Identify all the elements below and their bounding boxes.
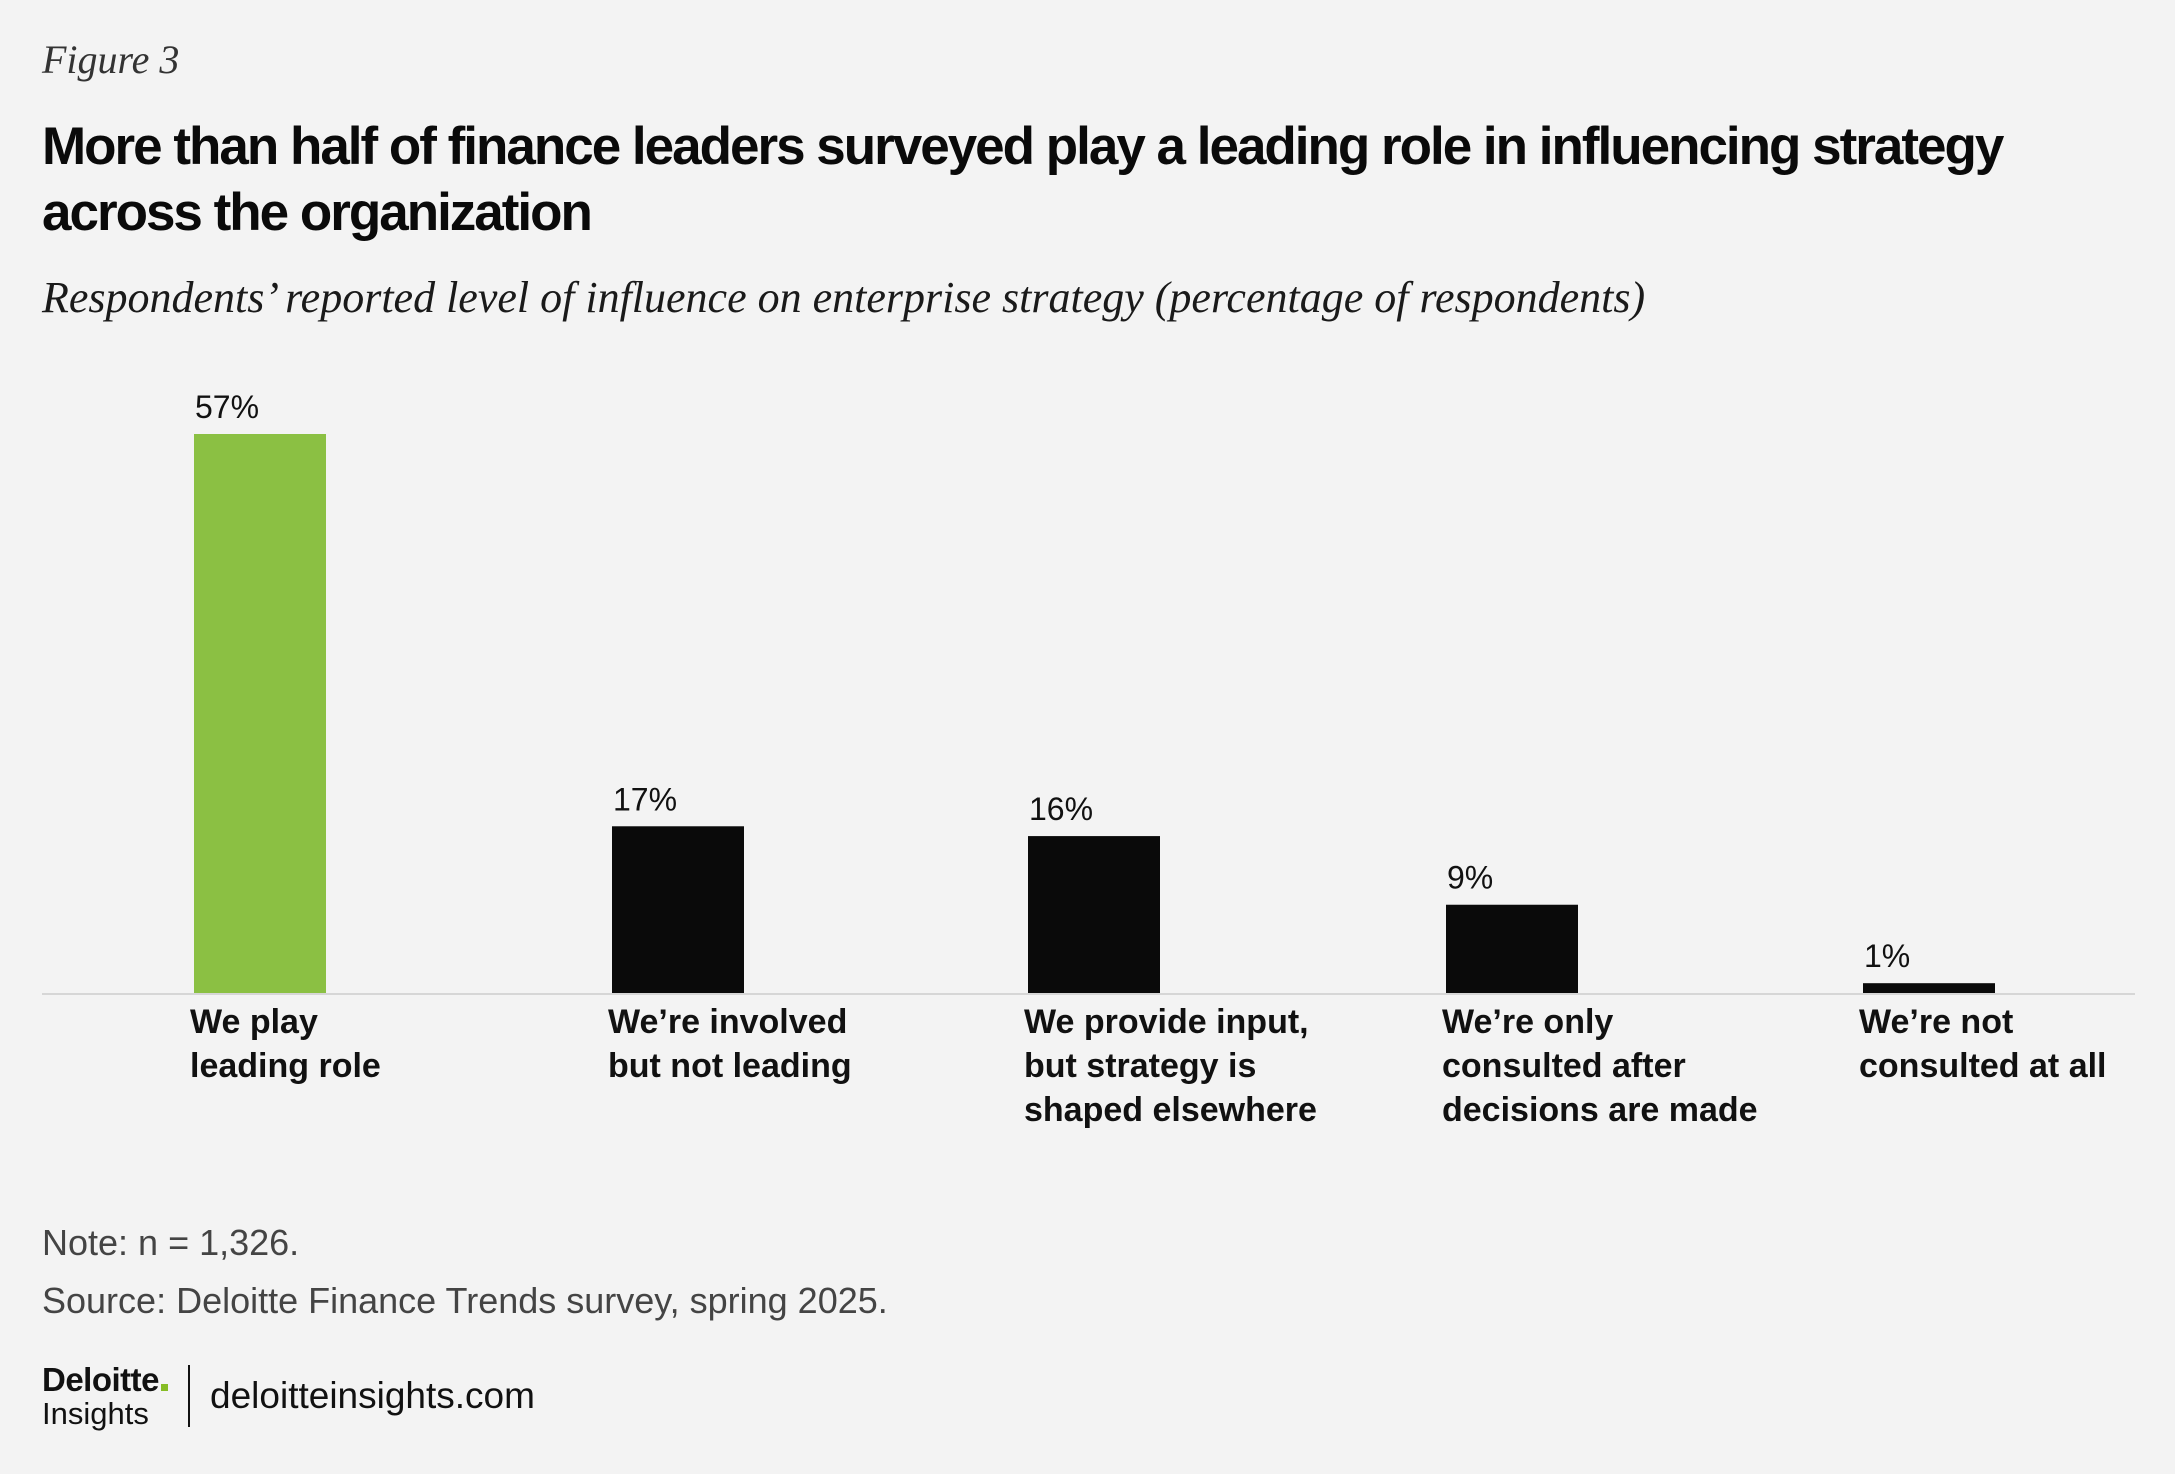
- bar-1: [194, 434, 326, 993]
- bar-value-label-3: 16%: [1029, 791, 1093, 827]
- category-label-2: We’re involved but not leading: [608, 1003, 852, 1085]
- footer: Deloitte Insights deloitteinsights.com: [42, 1360, 535, 1432]
- chart-title: More than half of finance leaders survey…: [42, 117, 2004, 242]
- logo-brand: Deloitte: [42, 1361, 160, 1398]
- bar-4: [1446, 904, 1578, 993]
- chart-source: Source: Deloitte Finance Trends survey, …: [42, 1280, 888, 1321]
- bar-3: [1028, 836, 1160, 993]
- category-label-line: but strategy is: [1024, 1047, 1256, 1085]
- category-label-line: decisions are made: [1442, 1091, 1758, 1129]
- category-label-1: We play leading role: [190, 1003, 381, 1085]
- category-label-line: We’re only: [1442, 1003, 1613, 1041]
- deloitte-insights-logo[interactable]: Deloitte Insights: [42, 1361, 169, 1431]
- logo-dot-icon: [161, 1384, 169, 1391]
- logo-subtitle: Insights: [42, 1396, 149, 1431]
- category-label-line: shaped elsewhere: [1024, 1091, 1317, 1129]
- category-label-4: We’re only consulted after decisions are m…: [1442, 1003, 1758, 1129]
- category-label-line: leading role: [190, 1047, 381, 1085]
- bar-value-label-5: 1%: [1864, 938, 1910, 974]
- bar-5: [1863, 983, 1995, 993]
- chart-subtitle: Respondents’ reported level of influence…: [42, 273, 1646, 322]
- category-label-line: We’re involved: [608, 1003, 847, 1041]
- category-label-line: but not leading: [608, 1047, 852, 1085]
- bar-value-label-2: 17%: [613, 781, 677, 817]
- category-label-3: We provide input, but strategy is shaped e…: [1024, 1003, 1317, 1129]
- category-label-line: We play: [190, 1003, 318, 1041]
- chart-note: Note: n = 1,326.: [42, 1222, 300, 1263]
- bar-2: [612, 826, 744, 993]
- category-label-line: We provide input,: [1024, 1003, 1309, 1041]
- category-label-line: consulted at all: [1859, 1047, 2107, 1085]
- site-link[interactable]: deloitteinsights.com: [210, 1375, 535, 1416]
- category-label-line: consulted after: [1442, 1047, 1686, 1085]
- category-label-5: We’re not consulted at all: [1859, 1003, 2107, 1085]
- bar-value-label-1: 57%: [195, 389, 259, 425]
- footer-divider: [188, 1365, 191, 1427]
- category-label-line: We’re not: [1859, 1003, 2013, 1041]
- figure-label: Figure 3: [42, 37, 180, 82]
- bar-value-label-4: 9%: [1447, 860, 1493, 896]
